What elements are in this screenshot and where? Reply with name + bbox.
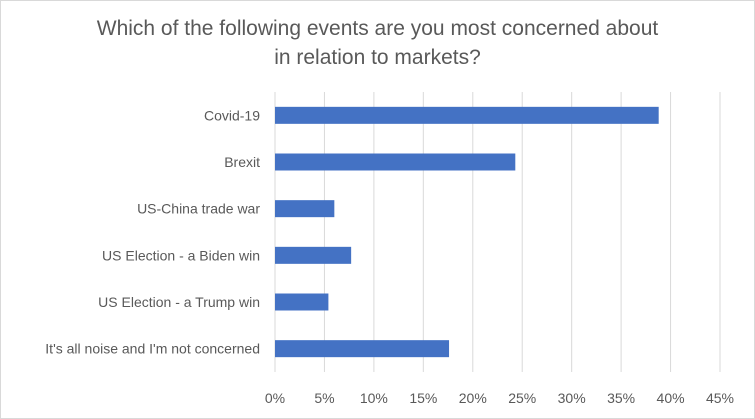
chart-title-line-2: in relation to markets? xyxy=(274,46,481,69)
x-tick-label: 25% xyxy=(508,390,536,406)
bar xyxy=(275,246,352,264)
x-tick-labels: 0% 5% 10% 15% 20% 25% 30% 35% 40% 45% xyxy=(265,390,734,406)
x-tick-label: 10% xyxy=(360,390,388,406)
x-tick-label: 20% xyxy=(459,390,487,406)
x-tick-label: 5% xyxy=(314,390,334,406)
category-label: Brexit xyxy=(224,154,260,170)
bar xyxy=(275,200,335,218)
gridlines xyxy=(274,92,721,372)
category-label: Covid-19 xyxy=(204,107,260,123)
x-tick-label: 0% xyxy=(265,390,285,406)
category-label: US-China trade war xyxy=(137,201,260,217)
bar xyxy=(275,293,329,311)
x-tick-label: 30% xyxy=(558,390,586,406)
category-label: US Election - a Biden win xyxy=(102,247,260,263)
x-tick-label: 35% xyxy=(607,390,635,406)
chart-title-line-1: Which of the following events are you mo… xyxy=(96,17,659,40)
bars xyxy=(275,106,659,358)
category-labels: Covid-19 Brexit US-China trade war US Elect… xyxy=(45,107,260,356)
x-tick-label: 15% xyxy=(409,390,437,406)
bar xyxy=(275,340,450,358)
x-tick-label: 40% xyxy=(657,390,685,406)
chart-title: Which of the following events are you mo… xyxy=(0,14,755,72)
bar xyxy=(275,106,659,124)
category-label: US Election - a Trump win xyxy=(98,294,260,310)
x-tick-label: 45% xyxy=(706,390,734,406)
category-label: It's all noise and I'm not concerned xyxy=(45,341,260,357)
bar xyxy=(275,153,516,171)
